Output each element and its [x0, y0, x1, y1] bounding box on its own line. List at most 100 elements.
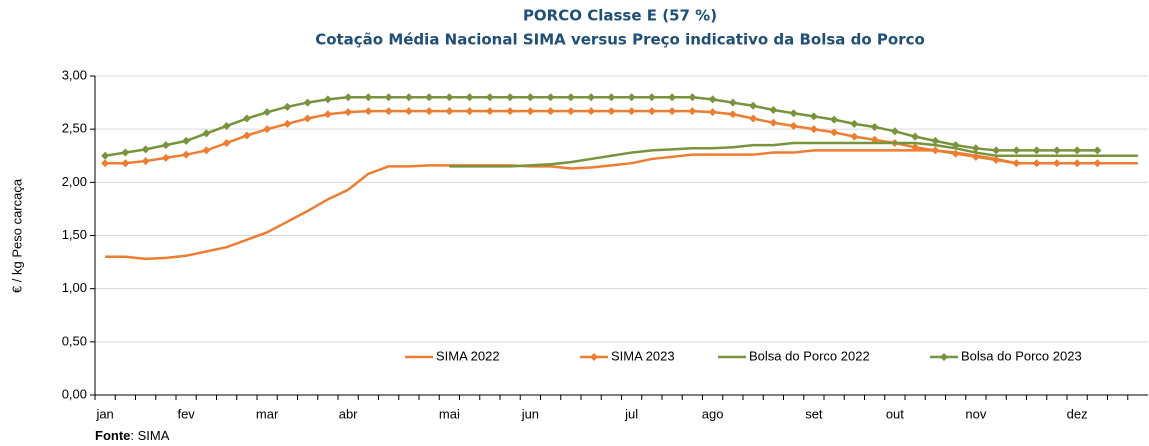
point-marker	[587, 107, 596, 116]
point-marker	[708, 95, 717, 104]
point-marker	[141, 145, 150, 154]
point-marker	[890, 127, 899, 136]
point-marker	[526, 107, 535, 116]
y-tick-label: 3,00	[62, 67, 87, 82]
point-marker	[1032, 159, 1041, 168]
point-marker	[668, 107, 677, 116]
x-tick-label: nov	[965, 406, 986, 421]
point-marker	[850, 132, 859, 141]
point-marker	[809, 112, 818, 121]
point-marker	[1032, 146, 1041, 155]
x-tick-label: mai	[439, 406, 460, 421]
point-marker	[546, 93, 555, 102]
point-marker	[485, 107, 494, 116]
point-marker	[850, 119, 859, 128]
x-tick-label: jan	[95, 406, 113, 421]
point-marker	[688, 93, 697, 102]
point-marker	[283, 119, 292, 128]
point-marker	[1093, 159, 1102, 168]
point-marker	[728, 110, 737, 119]
point-marker	[911, 132, 920, 141]
y-tick-label: 1,00	[62, 280, 87, 295]
point-marker	[242, 131, 251, 140]
point-marker	[323, 95, 332, 104]
point-marker	[830, 128, 839, 137]
series-line	[449, 141, 1138, 168]
point-marker	[566, 93, 575, 102]
point-marker	[364, 107, 373, 116]
series-line	[104, 96, 1098, 157]
point-marker	[283, 102, 292, 111]
point-marker	[1073, 159, 1082, 168]
point-marker	[141, 157, 150, 166]
x-tick-label: fev	[177, 406, 195, 421]
point-marker	[263, 108, 272, 117]
point-marker	[931, 146, 940, 155]
point-marker	[242, 114, 251, 123]
source-text: : SIMA	[130, 428, 169, 443]
series-line	[105, 149, 1138, 261]
y-tick-label: 1,50	[62, 227, 87, 242]
point-marker	[101, 159, 110, 168]
legend-label: SIMA 2023	[611, 348, 675, 363]
point-marker	[222, 121, 231, 130]
source-label: Fonte	[95, 428, 130, 443]
point-marker	[911, 143, 920, 152]
point-marker	[465, 107, 474, 116]
legend-marker	[940, 353, 948, 361]
x-tick-label: dez	[1067, 406, 1088, 421]
point-marker	[607, 107, 616, 116]
point-marker	[384, 107, 393, 116]
point-marker	[1012, 159, 1021, 168]
point-marker	[870, 123, 879, 132]
point-marker	[202, 146, 211, 155]
point-marker	[384, 93, 393, 102]
point-marker	[1052, 146, 1061, 155]
point-marker	[506, 107, 515, 116]
x-tick-label: abr	[339, 406, 358, 421]
x-tick-label: set	[805, 406, 823, 421]
point-marker	[1073, 146, 1082, 155]
x-tick-label: out	[886, 406, 904, 421]
point-marker	[708, 108, 717, 117]
point-marker	[546, 107, 555, 116]
point-marker	[425, 93, 434, 102]
x-tick-label: ago	[702, 406, 724, 421]
point-marker	[161, 153, 170, 162]
point-marker	[647, 93, 656, 102]
point-marker	[263, 125, 272, 134]
point-marker	[951, 149, 960, 158]
series-line	[105, 109, 1098, 165]
point-marker	[971, 152, 980, 161]
point-marker	[465, 93, 474, 102]
point-marker	[728, 98, 737, 107]
point-marker	[587, 93, 596, 102]
point-marker	[121, 148, 130, 157]
point-marker	[769, 118, 778, 127]
point-marker	[1093, 146, 1102, 155]
y-tick-label: 0,00	[62, 386, 87, 401]
point-marker	[485, 93, 494, 102]
point-marker	[323, 110, 332, 119]
point-marker	[749, 114, 758, 123]
point-marker	[506, 93, 515, 102]
source: Fonte: SIMA	[95, 428, 170, 443]
point-marker	[992, 156, 1001, 165]
point-marker	[182, 136, 191, 145]
point-marker	[121, 159, 130, 168]
y-tick-label: 2,00	[62, 174, 87, 189]
point-marker	[627, 107, 636, 116]
legend-label: SIMA 2022	[436, 348, 500, 363]
chart-subtitle: Cotação Média Nacional SIMA versus Preço…	[315, 31, 925, 49]
point-marker	[425, 107, 434, 116]
y-tick-label: 0,50	[62, 333, 87, 348]
y-axis-label: € / kg Peso carcaça	[9, 178, 24, 293]
point-marker	[566, 107, 575, 116]
point-marker	[789, 109, 798, 118]
point-marker	[688, 107, 697, 116]
point-marker	[951, 141, 960, 150]
point-marker	[749, 101, 758, 110]
point-marker	[344, 93, 353, 102]
point-marker	[809, 125, 818, 134]
